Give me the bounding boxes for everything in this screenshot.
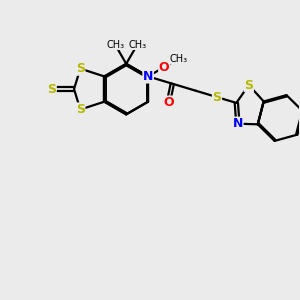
Text: CH₃: CH₃ bbox=[128, 40, 146, 50]
Text: S: S bbox=[47, 82, 56, 96]
Text: S: S bbox=[76, 103, 85, 116]
Text: O: O bbox=[163, 96, 174, 109]
Text: S: S bbox=[244, 79, 253, 92]
Text: S: S bbox=[76, 62, 85, 75]
Text: CH₃: CH₃ bbox=[106, 40, 124, 50]
Text: N: N bbox=[233, 117, 243, 130]
Text: S: S bbox=[212, 91, 221, 103]
Text: O: O bbox=[159, 61, 170, 74]
Text: N: N bbox=[143, 70, 153, 83]
Text: CH₃: CH₃ bbox=[169, 54, 187, 64]
